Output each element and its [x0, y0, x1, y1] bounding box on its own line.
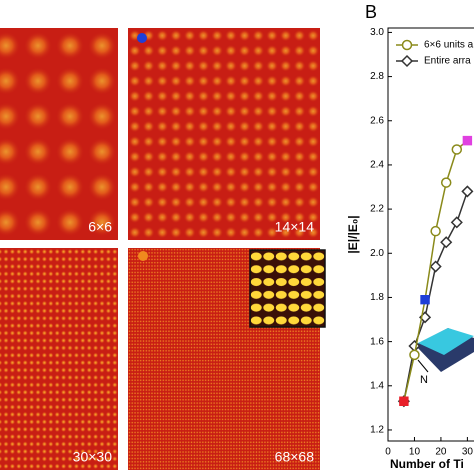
data-point [429, 260, 442, 273]
arrow [417, 359, 429, 373]
y-tick-label: 2.0 [370, 248, 384, 259]
y-tick-label: 2.6 [370, 115, 384, 126]
inset-heatmap [249, 249, 326, 328]
data-point [409, 349, 420, 361]
plot-frame [387, 27, 474, 442]
sphere-array [418, 328, 474, 355]
panel-label: 30×30 [73, 449, 113, 465]
data-point [440, 177, 452, 188]
x-tick-label: 10 [409, 447, 421, 458]
data-point [408, 339, 421, 353]
data-point [400, 54, 414, 68]
y-tick-label: 1.2 [370, 425, 384, 436]
panel-label: 68×68 [275, 449, 315, 465]
y-tick-label: 2.2 [370, 204, 384, 215]
data-point [401, 39, 413, 51]
data-point [420, 294, 430, 305]
heatmap [0, 28, 118, 240]
marker-dot [138, 251, 148, 261]
inset-label: N [420, 374, 428, 386]
inset-illustration: N [415, 328, 474, 386]
data-point [430, 225, 441, 237]
y-tick-label: 2.4 [370, 160, 384, 171]
heatmap [128, 28, 320, 240]
x-tick-label: 0 [385, 447, 391, 458]
x-tick-label: 30 [462, 447, 474, 458]
x-axis-label: Number of Ti [390, 457, 464, 471]
data-point [461, 185, 474, 198]
legend-label: Entire arra [424, 56, 471, 67]
x-tick-label: 20 [435, 447, 447, 458]
y-tick-label: 2.8 [370, 71, 384, 82]
y-tick-label: 1.8 [370, 292, 384, 303]
data-point [462, 135, 473, 146]
data-point [451, 144, 463, 155]
panel-label: 14×14 [275, 219, 315, 235]
y-axis-label: |E|/|E₀| [346, 215, 360, 253]
y-tick-label: 1.4 [370, 380, 384, 391]
data-point [450, 216, 463, 229]
panel-letter: B [365, 2, 377, 22]
y-tick-label: 3.0 [370, 27, 384, 38]
heatmap [0, 248, 118, 470]
heatmaps: 6×6 14×14 30×30 68×68 [0, 28, 326, 470]
marker-dot [137, 33, 147, 43]
y-tick-label: 1.6 [370, 336, 384, 347]
data-point [440, 236, 453, 249]
legend-label: 6×6 units a [424, 40, 474, 51]
panel-label: 6×6 [88, 219, 112, 235]
data-point [399, 396, 409, 406]
